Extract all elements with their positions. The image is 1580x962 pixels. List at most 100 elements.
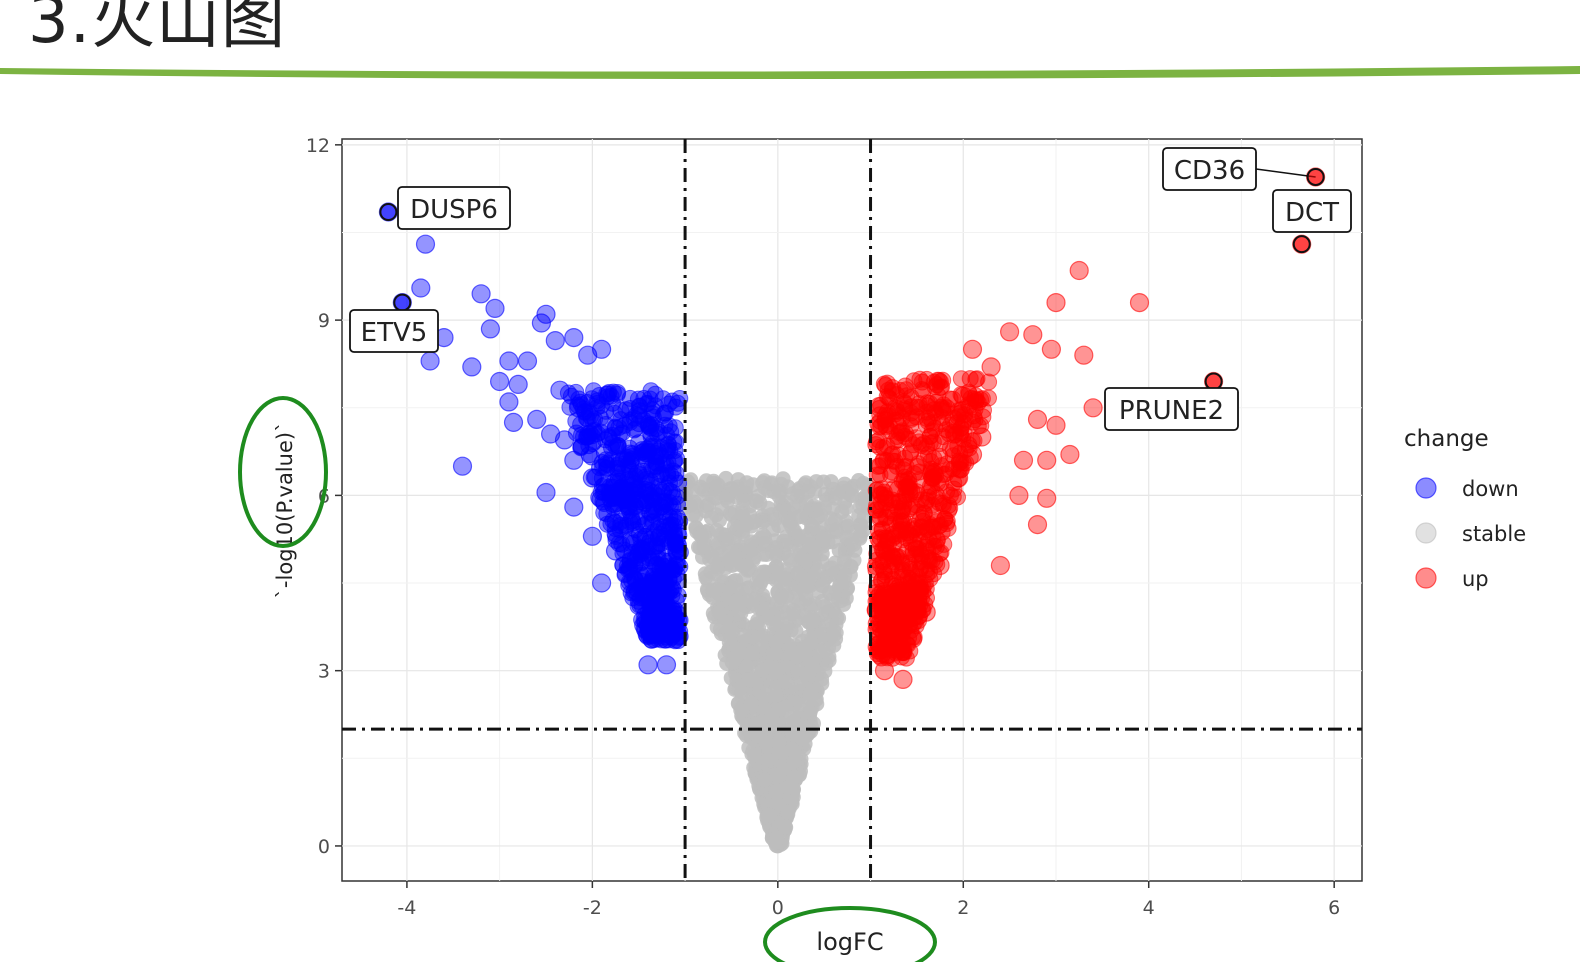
point-up [890,522,907,540]
point-stable [775,471,791,487]
point-stable [777,674,793,690]
point-stable [824,560,840,576]
point-up [885,637,902,655]
point-up [912,437,930,454]
point-up [914,583,932,601]
point-up [874,661,895,681]
point-up [904,541,922,559]
point-down [639,395,657,412]
point-down [499,351,519,371]
point-stable [756,628,771,644]
point-stable [760,752,776,768]
point-up [952,386,970,404]
point-up [868,642,886,660]
annotation-box [1272,189,1352,233]
point-stable [769,831,785,847]
point-up [967,371,985,388]
point-up [935,396,953,414]
point-down [595,483,613,501]
point-stable [790,565,806,581]
point-down [647,504,665,521]
point-down [600,384,618,401]
point-stable [694,480,710,496]
point-stable [729,482,745,498]
point-up [1027,409,1048,429]
point-up [872,572,890,590]
point-annotated [379,203,398,222]
point-stable [780,804,796,820]
point-up [911,509,932,529]
annotation-box [1104,387,1239,431]
point-down [665,433,683,451]
point-up [1060,444,1080,465]
point-up [961,370,979,388]
point-down [662,580,680,598]
point-stable [804,719,819,735]
point-up [874,542,892,560]
point-down [660,552,678,570]
point-up [966,400,984,418]
annotation-label-etv5: ETV5 [361,318,428,348]
y-label-highlight-circle [238,396,328,548]
point-stable [723,630,739,646]
point-down [657,456,675,474]
point-up [925,485,946,505]
point-down [564,328,584,348]
x-tick-label: 0 [772,897,784,919]
point-up [990,555,1011,576]
point-down [655,483,673,501]
point-down [536,482,556,503]
point-down [657,404,675,422]
point-up [883,382,901,400]
point-up [999,322,1020,342]
point-stable [777,819,793,835]
point-down [631,564,649,582]
title-underline [0,66,1580,79]
point-stable [839,529,855,545]
point-stable [783,645,799,661]
point-up [918,521,936,538]
point-stable [758,735,774,751]
point-up [972,427,992,447]
gene-labels: DUSP6 ETV5 CD36 DCT PRUNE2 [349,147,1352,431]
point-down [605,541,626,561]
point-down [666,624,684,642]
point-up [896,449,914,467]
x-tick-label: -2 [583,897,602,919]
point-down [642,595,660,612]
point-down [517,351,538,371]
point-down [638,625,658,646]
point-stable [744,645,760,661]
point-stable [782,552,798,568]
point-down [653,465,671,483]
point-stable [711,605,727,620]
point-up [888,579,909,599]
point-down [531,313,552,333]
point-down [480,319,500,339]
point-stable [761,807,777,823]
point-stable [840,518,856,534]
point-down [629,463,647,481]
point-up [931,435,949,452]
point-stable [802,479,818,494]
point-up [931,373,949,391]
point-stable [757,772,773,788]
point-down [631,589,649,607]
point-down [550,380,570,400]
point-up [867,481,885,499]
point-stable [760,500,776,516]
point-stable [772,504,788,520]
point-up [894,458,912,476]
y-tick-label: 3 [318,661,330,683]
point-up [1069,260,1089,281]
point-down [554,430,575,450]
point-down [612,402,630,419]
point-up [877,418,895,436]
point-up [925,373,943,391]
point-up [902,532,922,552]
point-stable [771,734,787,749]
point-annotated [1306,167,1325,186]
point-stable [789,488,805,504]
point-stable [727,650,743,665]
